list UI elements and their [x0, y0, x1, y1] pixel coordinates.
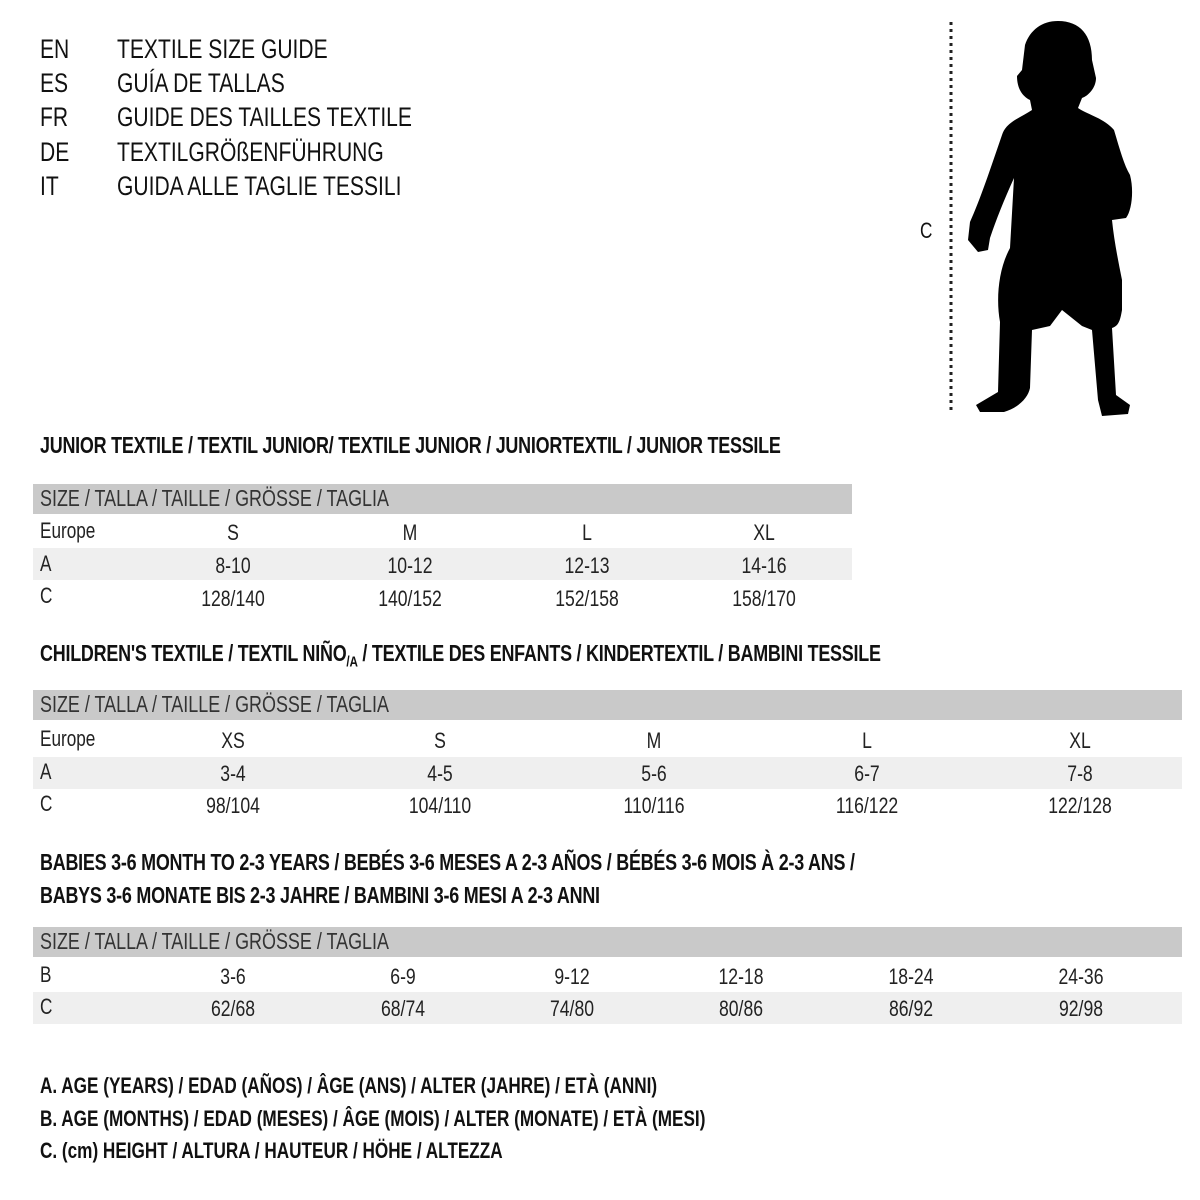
table-header	[33, 927, 1182, 957]
lang-title: GUIDA ALLE TAGLIE TESSILI	[117, 171, 402, 201]
table-cell: 128/140	[201, 586, 265, 611]
table-cell: 14-16	[741, 553, 787, 578]
lang-title: GUÍA DE TALLAS	[117, 68, 285, 98]
lang-code: EN	[40, 34, 70, 64]
table-cell: XL	[1069, 728, 1091, 753]
size-header: SIZE / TALLA / TAILLE / GRÖSSE / TAGLIA	[40, 928, 389, 954]
table-cell: 92/98	[1058, 996, 1104, 1021]
table-cell: 80/86	[718, 996, 764, 1021]
section-title-babies: BABIES 3-6 MONTH TO 2-3 YEARS / BEBÉS 3-…	[40, 849, 855, 875]
row-label: A	[40, 551, 52, 576]
table-cell: 68/74	[380, 996, 426, 1021]
table-cell: 158/170	[732, 586, 796, 611]
legend-item: B. AGE (MONTHS) / EDAD (MESES) / ÂGE (MO…	[40, 1106, 706, 1131]
legend-item: C. (cm) HEIGHT / ALTURA / HAUTEUR / HÖHE…	[40, 1138, 503, 1163]
table-cell: 5-6	[641, 761, 667, 786]
table-cell: 122/128	[1048, 793, 1112, 818]
table-cell: 8-10	[215, 553, 251, 578]
table-cell: S	[434, 728, 446, 753]
table-cell: XL	[753, 520, 775, 545]
table-cell: 4-5	[427, 761, 453, 786]
size-header: SIZE / TALLA / TAILLE / GRÖSSE / TAGLIA	[40, 485, 389, 511]
section-title-junior: JUNIOR TEXTILE / TEXTIL JUNIOR/ TEXTILE …	[40, 432, 781, 458]
table-cell: L	[862, 728, 872, 753]
lang-code: ES	[40, 68, 69, 98]
table-cell: 12-13	[564, 553, 610, 578]
table-cell: 18-24	[888, 964, 934, 989]
height-label: C	[920, 218, 933, 243]
row-label: Europe	[40, 518, 96, 543]
lang-title: TEXTILE SIZE GUIDE	[117, 34, 328, 64]
table-cell: 6-9	[390, 964, 416, 989]
table-cell: 110/116	[623, 793, 685, 818]
table-cell: 140/152	[378, 586, 442, 611]
lang-code: DE	[40, 137, 70, 167]
table-cell: 152/158	[555, 586, 619, 611]
row-label: C	[40, 791, 53, 816]
lang-title: GUIDE DES TAILLES TEXTILE	[117, 102, 412, 132]
row-label: A	[40, 759, 52, 784]
row-label: Europe	[40, 726, 96, 751]
table-cell: 98/104	[206, 793, 260, 818]
row-label: C	[40, 994, 53, 1019]
table-cell: 104/110	[408, 793, 472, 818]
table-header	[33, 484, 852, 514]
table-cell: 10-12	[387, 553, 433, 578]
lang-code: IT	[40, 171, 59, 201]
table-cell: 62/68	[210, 996, 256, 1021]
table-cell: XS	[221, 728, 245, 753]
lang-code: FR	[40, 102, 69, 132]
table-cell: 86/92	[888, 996, 934, 1021]
lang-title: TEXTILGRÖßENFÜHRUNG	[117, 137, 384, 167]
table-cell: 6-7	[854, 761, 880, 786]
section-title-children: CHILDREN'S TEXTILE / TEXTIL NIÑO/A / TEX…	[40, 640, 881, 671]
legend-item: A. AGE (YEARS) / EDAD (AÑOS) / ÂGE (ANS)…	[40, 1073, 658, 1098]
table-cell: 3-6	[220, 964, 246, 989]
section-title-babies-line2: BABYS 3-6 MONATE BIS 2-3 JAHRE / BAMBINI…	[40, 882, 600, 908]
row-label: C	[40, 583, 53, 608]
child-silhouette-icon	[949, 21, 1133, 416]
table-cell: L	[582, 520, 592, 545]
size-header: SIZE / TALLA / TAILLE / GRÖSSE / TAGLIA	[40, 691, 389, 717]
table-cell: S	[227, 520, 239, 545]
table-cell: 116/122	[835, 793, 899, 818]
table-cell: M	[646, 728, 662, 753]
row-label: B	[40, 962, 52, 987]
table-cell: 74/80	[549, 996, 595, 1021]
table-header	[33, 690, 1182, 720]
table-cell: 7-8	[1067, 761, 1093, 786]
table-cell: M	[402, 520, 418, 545]
table-cell: 24-36	[1058, 964, 1104, 989]
table-cell: 9-12	[554, 964, 590, 989]
table-cell: 12-18	[718, 964, 764, 989]
table-cell: 3-4	[220, 761, 246, 786]
